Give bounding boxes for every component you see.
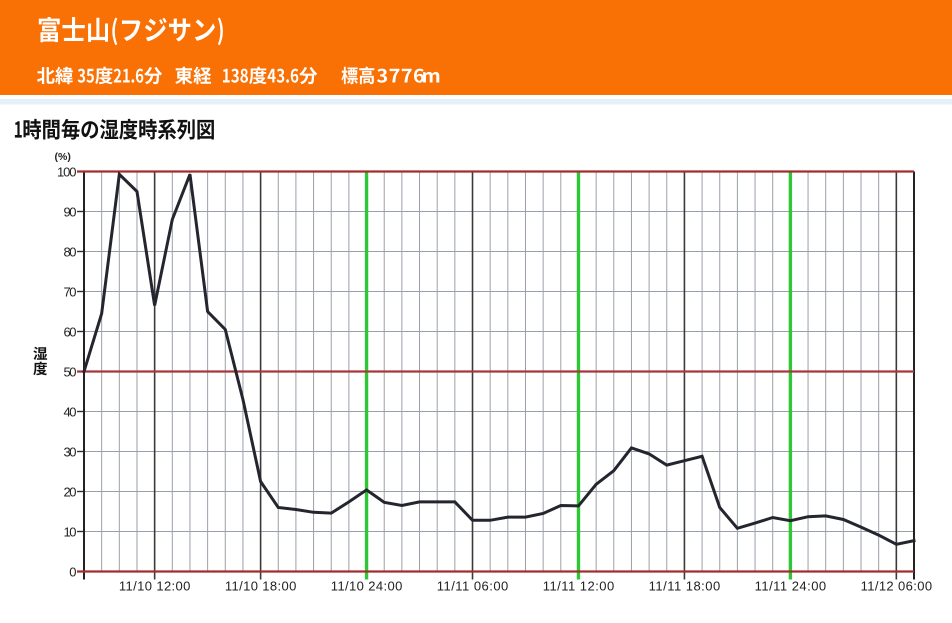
svg-text:11/11 06:00: 11/11 06:00	[437, 578, 509, 593]
svg-text:11/11 24:00: 11/11 24:00	[755, 578, 827, 593]
svg-text:60: 60	[64, 324, 77, 339]
svg-text:50: 50	[64, 364, 77, 379]
svg-text:20: 20	[64, 484, 77, 499]
svg-text:90: 90	[64, 204, 77, 219]
svg-text:70: 70	[64, 284, 77, 299]
svg-text:10: 10	[64, 524, 77, 539]
svg-text:30: 30	[64, 444, 77, 459]
svg-text:11/10 24:00: 11/10 24:00	[331, 578, 403, 593]
svg-text:(%): (%)	[55, 151, 71, 163]
svg-text:40: 40	[64, 404, 77, 419]
svg-text:0: 0	[69, 564, 76, 579]
svg-text:11/10 18:00: 11/10 18:00	[225, 578, 297, 593]
svg-text:100: 100	[57, 164, 77, 179]
svg-text:11/12 06:00: 11/12 06:00	[861, 578, 933, 593]
svg-text:11/11 18:00: 11/11 18:00	[649, 578, 721, 593]
svg-text:80: 80	[64, 244, 77, 259]
svg-text:11/11 12:00: 11/11 12:00	[543, 578, 615, 593]
svg-text:11/10 12:00: 11/10 12:00	[119, 578, 191, 593]
